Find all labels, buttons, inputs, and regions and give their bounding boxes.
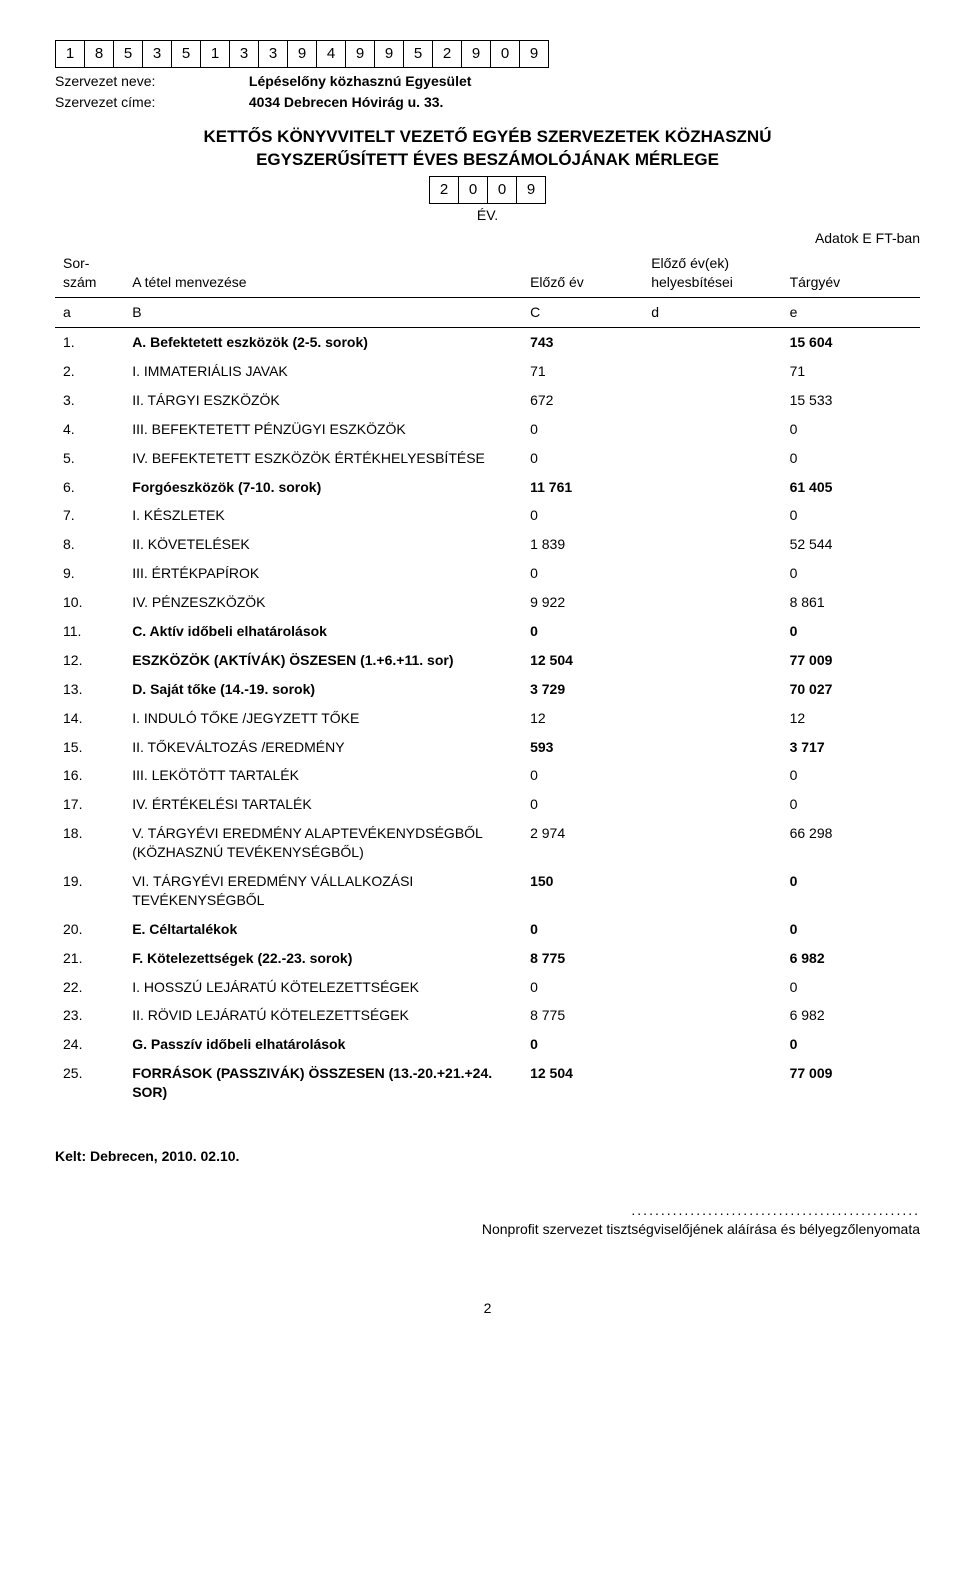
col-d-header: Előző év(ek) helyesbítései <box>643 249 781 297</box>
report-title-1: KETTŐS KÖNYVVITELT VEZETŐ EGYÉB SZERVEZE… <box>55 126 920 149</box>
col-n-header: Sor- szám <box>55 249 124 297</box>
table-row: 18.V. TÁRGYÉVI EREDMÉNY ALAPTEVÉKENYDSÉG… <box>55 819 920 867</box>
tax-id-digit: 5 <box>172 41 201 68</box>
table-row: 15.II. TŐKEVÁLTOZÁS /EREDMÉNY5933 717 <box>55 733 920 762</box>
table-row: 11.C. Aktív időbeli elhatárolások00 <box>55 617 920 646</box>
tax-id-digit: 9 <box>346 41 375 68</box>
table-row: 8.II. KÖVETELÉSEK1 83952 544 <box>55 530 920 559</box>
table-row: 16.III. LEKÖTÖTT TARTALÉK00 <box>55 761 920 790</box>
col-b: B <box>124 298 522 328</box>
tax-id-digit: 1 <box>201 41 230 68</box>
table-row: 2.I. IMMATERIÁLIS JAVAK7171 <box>55 357 920 386</box>
year-digit: 9 <box>517 176 546 203</box>
org-name-label: Szervezet neve: <box>55 72 245 91</box>
table-row: 13.D. Saját tőke (14.-19. sorok)3 72970 … <box>55 675 920 704</box>
tax-id-digit: 9 <box>375 41 404 68</box>
header-letters-row: a B C d e <box>55 298 920 328</box>
org-addr-value: 4034 Debrecen Hóvirág u. 33. <box>249 94 444 110</box>
year-digit: 0 <box>459 176 488 203</box>
tax-id-digit: 3 <box>143 41 172 68</box>
tax-id-digit: 3 <box>259 41 288 68</box>
table-row: 24.G. Passzív időbeli elhatárolások00 <box>55 1030 920 1059</box>
table-row: 9.III. ÉRTÉKPAPÍROK00 <box>55 559 920 588</box>
table-row: 25.FORRÁSOK (PASSZIVÁK) ÖSSZESEN (13.-20… <box>55 1059 920 1107</box>
table-row: 10.IV. PÉNZESZKÖZÖK9 9228 861 <box>55 588 920 617</box>
tax-id-digit: 8 <box>85 41 114 68</box>
signature-block: ........................................… <box>55 1201 920 1239</box>
tax-id-digit: 4 <box>317 41 346 68</box>
year-digit: 2 <box>430 176 459 203</box>
tax-id-digit: 9 <box>462 41 491 68</box>
table-row: 6.Forgóeszközök (7-10. sorok)11 76161 40… <box>55 473 920 502</box>
table-row: 3.II. TÁRGYI ESZKÖZÖK67215 533 <box>55 386 920 415</box>
table-row: 4.III. BEFEKTETETT PÉNZÜGYI ESZKÖZÖK00 <box>55 415 920 444</box>
col-t-header: A tétel menvezése <box>124 249 522 297</box>
dated-line: Kelt: Debrecen, 2010. 02.10. <box>55 1147 920 1166</box>
table-row: 17.IV. ÉRTÉKELÉSI TARTALÉK00 <box>55 790 920 819</box>
page-number: 2 <box>55 1299 920 1318</box>
col-e-header: Tárgyév <box>782 249 920 297</box>
table-row: 7.I. KÉSZLETEK00 <box>55 501 920 530</box>
header-row: Sor- szám A tétel menvezése Előző év Elő… <box>55 249 920 297</box>
tax-id-table: 18535133949952909 <box>55 40 549 68</box>
tax-id-digit: 1 <box>56 41 85 68</box>
tax-id-digit: 9 <box>520 41 549 68</box>
year-table: 2009 <box>429 176 546 204</box>
table-row: 19.VI. TÁRGYÉVI EREDMÉNY VÁLLALKOZÁSI TE… <box>55 867 920 915</box>
col-e: e <box>782 298 920 328</box>
signature-text: Nonprofit szervezet tisztségviselőjének … <box>482 1221 920 1237</box>
org-addr-label: Szervezet címe: <box>55 93 245 112</box>
year-digit: 0 <box>488 176 517 203</box>
table-row: 23.II. RÖVID LEJÁRATÚ KÖTELEZETTSÉGEK8 7… <box>55 1001 920 1030</box>
tax-id-digit: 9 <box>288 41 317 68</box>
table-row: 1.A. Befektetett eszközök (2-5. sorok)74… <box>55 328 920 357</box>
tax-id-digit: 0 <box>491 41 520 68</box>
tax-id-digit: 5 <box>114 41 143 68</box>
table-row: 12.ESZKÖZÖK (AKTÍVÁK) ÖSZESEN (1.+6.+11.… <box>55 646 920 675</box>
table-row: 22.I. HOSSZÚ LEJÁRATÚ KÖTELEZETTSÉGEK00 <box>55 973 920 1002</box>
table-row: 21.F. Kötelezettségek (22.-23. sorok)8 7… <box>55 944 920 973</box>
year-suffix: ÉV. <box>55 206 920 225</box>
table-row: 5.IV. BEFEKTETETT ESZKÖZÖK ÉRTÉKHELYESBÍ… <box>55 444 920 473</box>
col-c-header: Előző év <box>522 249 643 297</box>
org-name-row: Szervezet neve: Lépéselőny közhasznú Egy… <box>55 72 920 91</box>
tax-id-digit: 5 <box>404 41 433 68</box>
org-name-value: Lépéselőny közhasznú Egyesület <box>249 73 472 89</box>
tax-id-digit: 2 <box>433 41 462 68</box>
balance-table: Sor- szám A tétel menvezése Előző év Elő… <box>55 249 920 1107</box>
col-a: a <box>55 298 124 328</box>
col-c: C <box>522 298 643 328</box>
tax-id-digit: 3 <box>230 41 259 68</box>
table-row: 14.I. INDULÓ TŐKE /JEGYZETT TŐKE1212 <box>55 704 920 733</box>
col-d: d <box>643 298 781 328</box>
org-addr-row: Szervezet címe: 4034 Debrecen Hóvirág u.… <box>55 93 920 112</box>
report-title-2: EGYSZERŰSÍTETT ÉVES BESZÁMOLÓJÁNAK MÉRLE… <box>55 149 920 172</box>
table-row: 20.E. Céltartalékok00 <box>55 915 920 944</box>
signature-dots: ........................................… <box>631 1202 920 1218</box>
units-label: Adatok E FT-ban <box>55 229 920 248</box>
